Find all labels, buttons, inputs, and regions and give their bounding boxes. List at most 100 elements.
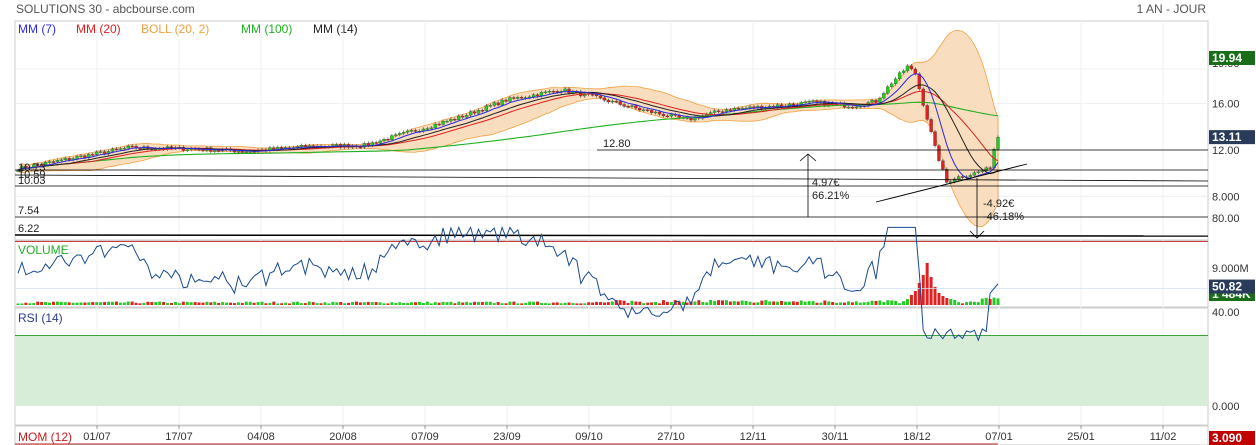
candle-body [949, 181, 953, 183]
volume-bar [846, 301, 850, 305]
volume-bar [532, 301, 536, 305]
candle-body [429, 127, 433, 129]
volume-bar [728, 301, 732, 305]
candle-body [791, 103, 795, 106]
candle-body [236, 151, 241, 153]
volume-bar [709, 299, 713, 305]
candle-body [890, 83, 894, 87]
volume-bar [461, 302, 465, 305]
volume-bar [717, 300, 721, 305]
volume-bar [752, 302, 756, 305]
volume-bar [169, 303, 173, 305]
volume-bar [67, 302, 71, 305]
volume-bar [280, 303, 284, 305]
volume-bar [756, 302, 760, 305]
volume-bar [134, 302, 138, 305]
volume-bar [465, 301, 469, 305]
candle-body [606, 100, 611, 103]
candle-body [47, 161, 52, 163]
volume-bar [299, 303, 303, 305]
candle-body [547, 90, 551, 93]
volume-bar [866, 301, 870, 305]
candle-body [929, 119, 933, 132]
volume-bar [547, 303, 551, 305]
volume-bar [968, 301, 972, 305]
volume-bar [118, 302, 122, 305]
volume-bar [354, 301, 358, 305]
trend-line-flat [14, 174, 1209, 182]
candle-body [213, 150, 217, 152]
volume-bar [79, 302, 83, 305]
volume-bar [44, 301, 48, 305]
volume-bar [571, 303, 575, 305]
volume-bar [622, 300, 626, 305]
volume-bar [724, 300, 728, 305]
date-label: 09/10 [575, 431, 603, 443]
volume-bar [402, 302, 406, 305]
volume-bar [492, 303, 496, 305]
legend-item: BOLL (20, 2) [141, 22, 209, 36]
rsi-last-label: 50.82 [1212, 280, 1242, 294]
up-move-arrowhead [799, 153, 817, 162]
volume-bar [661, 300, 665, 305]
candle-body [445, 120, 449, 123]
volume-bar [28, 303, 32, 305]
volume-bar [453, 303, 457, 305]
chart-title: SOLUTIONS 30 - abcbourse.com [16, 2, 195, 16]
up-move-pct: 66.21% [812, 190, 850, 202]
ma-7-line [17, 73, 999, 179]
candle-body [114, 148, 119, 151]
volume-bar [803, 301, 807, 305]
candle-body [622, 104, 626, 107]
volume-bar [185, 301, 189, 305]
volume-bar [602, 302, 606, 305]
candle-body [453, 118, 457, 121]
volume-bar [858, 302, 862, 305]
candle-body [398, 133, 402, 135]
candle-body [905, 65, 910, 72]
date-label: 30/11 [822, 431, 849, 443]
candle-body [803, 101, 807, 104]
date-label: 18/12 [903, 431, 931, 443]
volume-bar [83, 302, 87, 305]
volume-bar [162, 301, 166, 305]
volume-bar [921, 275, 925, 305]
volume-bar [130, 301, 134, 305]
volume-bar [394, 303, 398, 305]
volume-bar [744, 300, 748, 305]
volume-bar [110, 301, 114, 305]
price-tick-label: 16.00 [1212, 99, 1240, 111]
volume-bar [358, 302, 362, 305]
volume-bar [240, 303, 244, 305]
volume-bar [378, 302, 382, 305]
volume-bar [579, 303, 583, 305]
volume-bar [40, 301, 44, 305]
price-tick-label: 12.00 [1212, 145, 1240, 157]
date-label: 04/08 [247, 431, 275, 443]
volume-bar [272, 301, 276, 305]
volume-bar [539, 302, 543, 305]
high-price-badge [1209, 51, 1255, 65]
volume-bar [347, 302, 351, 305]
volume-bar [484, 301, 488, 305]
volume-bar [606, 302, 610, 305]
candle-body [484, 105, 489, 112]
volume-bar [697, 300, 701, 305]
mom-label: MOM (12) [18, 430, 72, 444]
candle-body [897, 72, 902, 80]
down-move-arrowhead [969, 230, 985, 239]
candle-body [807, 101, 811, 103]
candle-body [886, 86, 890, 94]
candle-body [110, 148, 115, 152]
candle-body [972, 172, 977, 176]
volume-bar [319, 303, 323, 305]
volume-bar [945, 298, 949, 305]
price-panel [14, 20, 1209, 241]
candle-body [610, 100, 614, 103]
candle-body [244, 151, 248, 153]
volume-bar [181, 301, 185, 305]
volume-bar [713, 301, 717, 305]
volume-bar [787, 301, 791, 305]
volume-bar [772, 301, 776, 305]
volume-bar [811, 301, 815, 305]
